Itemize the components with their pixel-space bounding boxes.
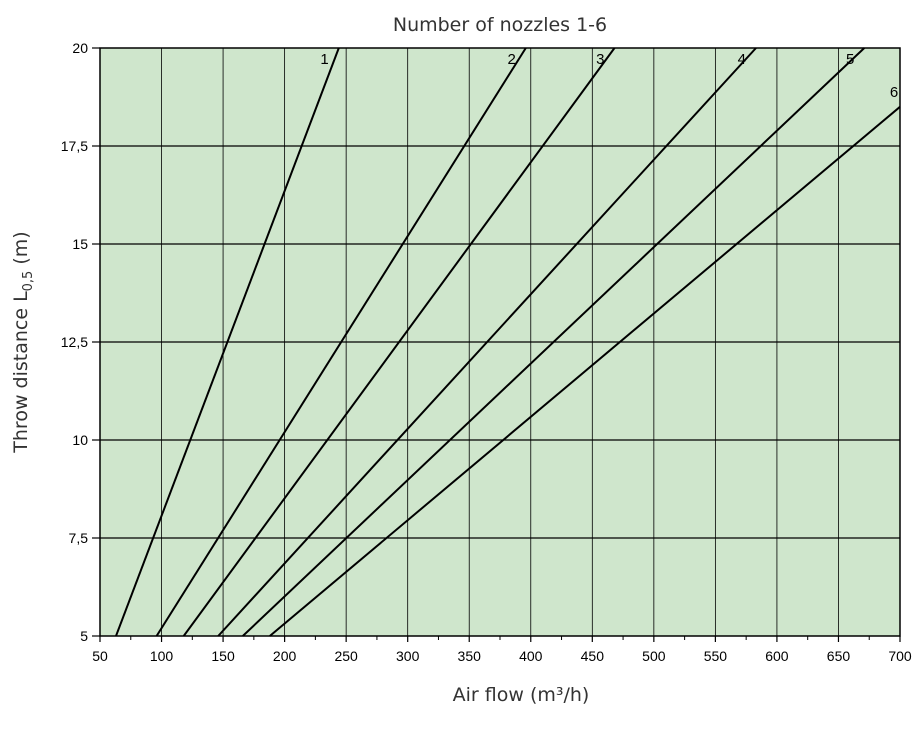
series-label-2: 2 — [508, 51, 516, 68]
y-tick-label: 15 — [72, 236, 88, 252]
series-labels: 1 2 3 4 5 6 — [320, 51, 898, 101]
x-tick-label: 300 — [396, 648, 420, 664]
x-tick-label: 550 — [704, 648, 728, 664]
y-axis-title-subscript: 0,5 — [21, 271, 36, 292]
plot-frame — [99, 47, 901, 637]
y-tick-label: 7,5 — [69, 530, 89, 546]
series-line-4 — [217, 47, 757, 637]
grid-lines — [100, 48, 900, 636]
x-tick-label: 350 — [458, 648, 482, 664]
series-line-1 — [115, 47, 340, 637]
y-axis-title-prefix: Throw distance L — [10, 291, 32, 454]
y-axis-title-suffix: (m) — [10, 231, 32, 270]
y-tick-label: 12,5 — [61, 334, 88, 350]
chart-title: Number of nozzles 1-6 — [393, 14, 607, 36]
x-axis-title: Air flow (m³/h) — [453, 684, 590, 706]
x-tick-label: 100 — [150, 648, 174, 664]
x-tick-label: 650 — [827, 648, 851, 664]
y-tick-label: 20 — [72, 40, 88, 56]
series-label-3: 3 — [596, 51, 604, 68]
series-label-6: 6 — [890, 84, 898, 101]
x-tick-label: 500 — [642, 648, 666, 664]
y-tick-label: 17,5 — [61, 138, 88, 154]
x-tick-label: 150 — [211, 648, 235, 664]
series-lines — [115, 47, 901, 637]
x-tick-label: 400 — [519, 648, 543, 664]
y-tick-label: 10 — [72, 432, 88, 448]
y-tick-labels: 5 7,5 10 12,5 15 17,5 20 — [61, 40, 88, 644]
x-tick-label: 700 — [888, 648, 912, 664]
x-tick-label: 250 — [334, 648, 358, 664]
x-tick-label: 450 — [581, 648, 605, 664]
series-label-1: 1 — [320, 51, 328, 68]
x-tick-label: 200 — [273, 648, 297, 664]
series-label-5: 5 — [846, 51, 854, 68]
major-ticks — [92, 47, 901, 642]
series-label-4: 4 — [738, 51, 746, 68]
series-line-5 — [242, 47, 865, 637]
x-tick-labels: 50 100 150 200 250 300 350 400 450 500 550 600 650 70… — [92, 648, 912, 664]
series-line-6 — [269, 106, 901, 637]
y-axis-title: Throw distance L0,5 (m) — [10, 231, 36, 453]
y-tick-label: 5 — [80, 628, 88, 644]
x-tick-label: 50 — [92, 648, 108, 664]
series-line-3 — [182, 47, 616, 637]
x-tick-label: 600 — [765, 648, 789, 664]
series-line-2 — [155, 47, 527, 637]
